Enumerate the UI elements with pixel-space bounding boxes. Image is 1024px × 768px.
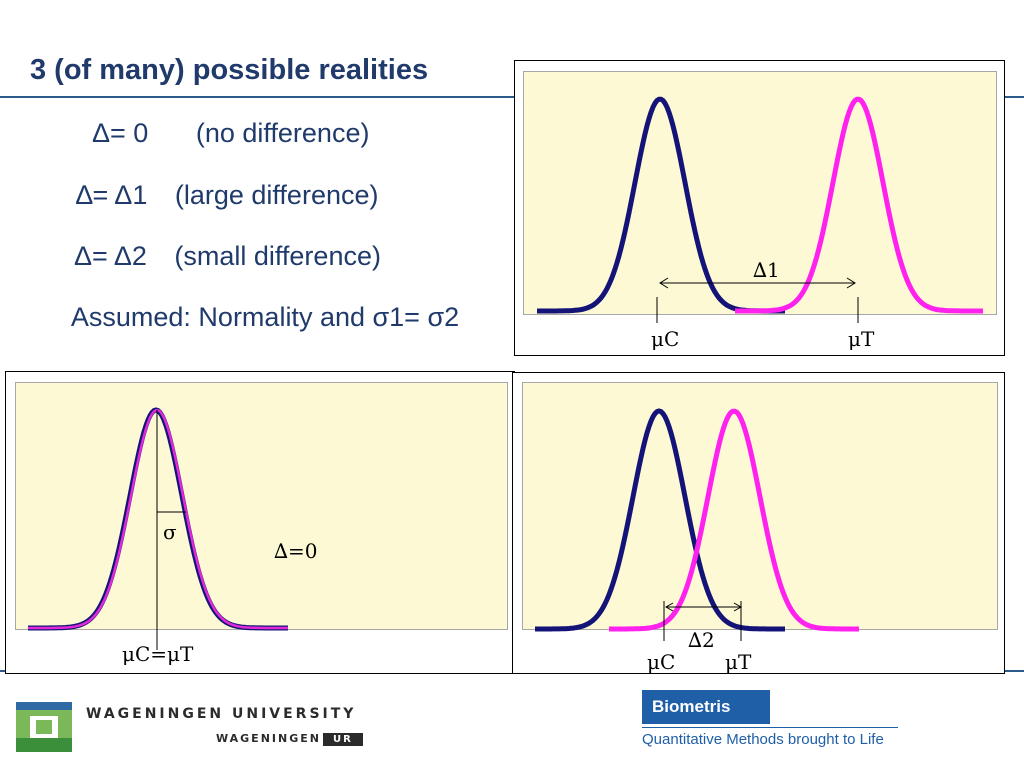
zero-difference-figure: σ ∆=0 μC=μT	[28, 407, 317, 666]
delta1-label: ∆1	[753, 258, 780, 282]
bullet-delta-right: (large difference)	[174, 180, 379, 210]
wageningen-logo	[16, 702, 72, 752]
delta1-arrowhead-right	[846, 277, 856, 289]
control-curve	[537, 96, 785, 314]
delta0-label: ∆=0	[274, 539, 317, 563]
delta2-label: ∆2	[688, 628, 715, 652]
mu-c-label: μC	[651, 327, 679, 351]
wageningen-ur-wordmark: WAGENINGEN UR	[216, 729, 363, 746]
sigma-label: σ	[163, 520, 177, 544]
large-difference-figure: ∆1 μC μT	[537, 96, 983, 351]
header-rule-left	[0, 96, 515, 98]
bullet-delta-left: ∆= Δ1	[76, 180, 148, 210]
bullet-no-difference: Δ= 0 (no difference)	[92, 118, 369, 149]
ur-badge: UR	[322, 733, 363, 746]
plot-area	[523, 71, 997, 315]
mu-t-label: μT	[848, 327, 875, 351]
control-curve	[28, 407, 288, 631]
panel-zero-difference: σ ∆=0 μC=μT	[5, 371, 515, 674]
mu-equal-label: μC=μT	[122, 642, 194, 666]
delta2-arrowhead-right	[733, 602, 743, 612]
university-wordmark: WAGENINGEN UNIVERSITY	[86, 706, 357, 722]
small-difference-figure: ∆2 μC μT	[535, 408, 859, 674]
biometris-rule	[642, 727, 898, 728]
delta1-arrowhead-left	[659, 277, 669, 289]
mu-t-label: μT	[725, 650, 752, 674]
mu-c-label: μC	[647, 650, 675, 674]
header-rule-right	[1003, 96, 1024, 98]
treatment-curve	[28, 408, 288, 630]
wur-logo-icon	[16, 702, 72, 752]
plot-area	[15, 382, 508, 630]
bullet-delta-right: (no difference)	[195, 118, 370, 148]
delta2-arrowhead-left	[664, 602, 674, 612]
footer-rule-right	[1004, 670, 1024, 672]
panel-large-difference: ∆1 μC μT	[514, 60, 1005, 356]
bullet-delta-left: Δ= Δ2	[74, 241, 147, 271]
treatment-curve	[609, 408, 859, 632]
bullet-delta-right: (small difference)	[174, 241, 381, 271]
control-curve	[535, 408, 785, 632]
bullet-small-difference: Δ= Δ2 (small difference)	[74, 241, 381, 272]
footer-rule-left	[0, 670, 6, 672]
bullet-large-difference: ∆= Δ1 (large difference)	[76, 180, 378, 211]
assumption-text: Assumed: Normality and σ1= σ2	[70, 302, 460, 332]
treatment-curve	[735, 96, 983, 314]
bullet-delta-left: Δ= 0	[92, 118, 149, 148]
panel-small-difference: ∆2 μC μT	[512, 372, 1005, 674]
biometris-badge: Biometris	[642, 690, 770, 724]
slide-title: 3 (of many) possible realities	[30, 54, 429, 86]
wageningen-word: WAGENINGEN	[216, 732, 321, 745]
biometris-tagline: Quantitative Methods brought to Life	[642, 731, 884, 748]
